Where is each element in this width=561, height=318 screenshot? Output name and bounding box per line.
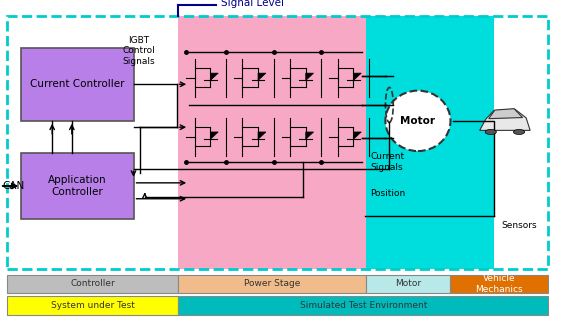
Bar (21, 153, 134, 219)
Bar (136, 83, 150, 154)
Ellipse shape (385, 91, 450, 151)
Bar (178, 296, 548, 315)
Polygon shape (353, 132, 361, 139)
Text: IGBT
Control
Signals: IGBT Control Signals (123, 36, 155, 66)
Polygon shape (210, 132, 218, 139)
Bar (366, 16, 494, 269)
Ellipse shape (513, 129, 525, 135)
Ellipse shape (485, 129, 496, 135)
Text: Position: Position (370, 190, 406, 198)
Text: Signal Level: Signal Level (221, 0, 284, 8)
Text: Simulated Test Environment: Simulated Test Environment (300, 301, 427, 310)
Polygon shape (353, 73, 361, 80)
Bar (450, 275, 548, 293)
Polygon shape (480, 109, 530, 130)
Text: Application
Controller: Application Controller (48, 175, 107, 197)
Polygon shape (489, 109, 523, 119)
Text: System under Test: System under Test (50, 301, 135, 310)
Text: CAN: CAN (3, 181, 25, 191)
Bar (21, 48, 134, 121)
Polygon shape (306, 73, 314, 80)
Text: Motor: Motor (396, 280, 421, 288)
Text: Motor: Motor (401, 116, 435, 126)
Text: Controller: Controller (70, 280, 115, 288)
Polygon shape (210, 73, 218, 80)
Polygon shape (306, 132, 314, 139)
Bar (178, 275, 366, 293)
Text: Current Controller: Current Controller (30, 79, 125, 89)
Bar (178, 16, 366, 269)
Polygon shape (258, 132, 266, 139)
Text: Vehicle
Mechanics: Vehicle Mechanics (476, 274, 523, 294)
Text: Current
Signals: Current Signals (370, 152, 404, 172)
Polygon shape (258, 73, 266, 80)
Text: Sensors: Sensors (501, 221, 537, 230)
Bar (7, 275, 178, 293)
Bar (7, 296, 178, 315)
Bar (7, 16, 548, 269)
Text: Power Stage: Power Stage (244, 280, 301, 288)
Bar (366, 275, 450, 293)
